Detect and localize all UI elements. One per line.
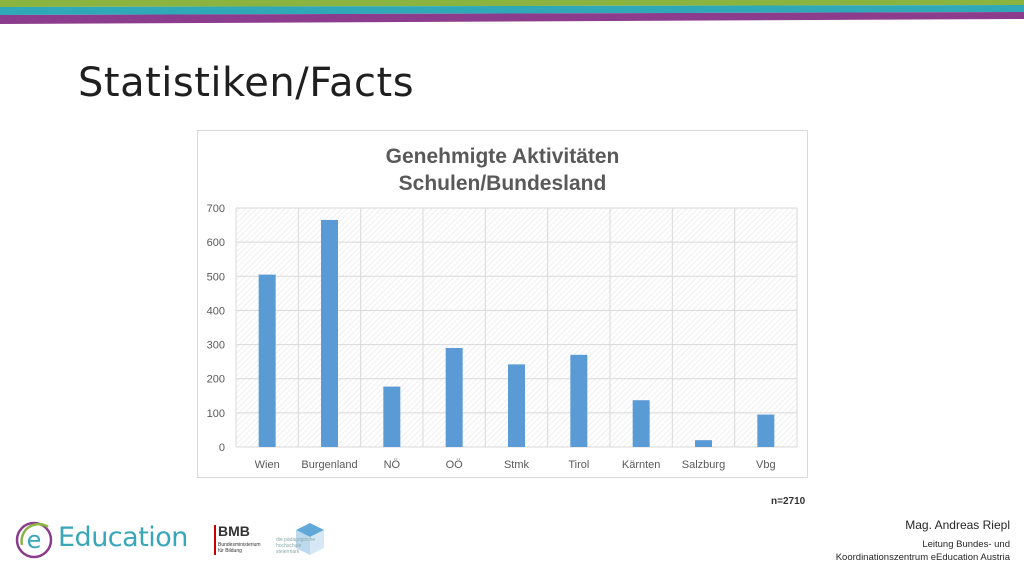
stripe-green xyxy=(0,0,1024,7)
bmb-bar-icon xyxy=(214,525,216,555)
sample-size-note: n=2710 xyxy=(771,496,806,507)
y-tick-label: 400 xyxy=(207,305,225,317)
y-tick-label: 500 xyxy=(207,271,225,283)
chart-title: Genehmigte Aktivitäten Schulen/Bundeslan… xyxy=(198,143,807,197)
y-tick-label: 200 xyxy=(207,374,225,386)
y-tick-label: 300 xyxy=(207,340,225,352)
phst-line2: hochschule xyxy=(276,543,302,549)
author-role-line1: Leitung Bundes- und xyxy=(922,539,1010,550)
eeducation-wordmark: Education xyxy=(58,522,188,553)
bmb-sub-line1: Bundesministerium xyxy=(218,542,261,548)
bar-stmk xyxy=(508,364,525,447)
stripe-teal xyxy=(0,5,1024,15)
author-role-line2: Koordinationszentrum eEducation Austria xyxy=(835,552,1010,563)
y-tick-label: 600 xyxy=(207,237,225,249)
eeducation-logo: e Education xyxy=(14,515,194,565)
bar-tirol xyxy=(570,354,588,447)
phst-text: die pädagogische hochschule steiermark xyxy=(276,537,316,555)
x-tick-label: Stmk xyxy=(504,459,530,471)
eeducation-e-icon: e xyxy=(15,521,53,559)
phst-cube-icon xyxy=(296,523,324,555)
bars xyxy=(258,219,775,447)
chart-frame: Genehmigte Aktivitäten Schulen/Bundeslan… xyxy=(197,130,808,478)
eeducation-letter: e xyxy=(27,526,42,554)
phst-line3: steiermark xyxy=(276,549,300,555)
page-title: Statistiken/Facts xyxy=(78,60,415,106)
bar-oö xyxy=(445,347,463,447)
chart-title-line1: Genehmigte Aktivitäten xyxy=(385,145,620,168)
y-axis-ticks: 0 100 200 300 400 500 600 700 xyxy=(207,203,225,454)
bar-kärnten xyxy=(632,400,650,447)
bar-salzburg xyxy=(695,440,712,447)
author-block: Mag. Andreas Riepl Leitung Bundes- und K… xyxy=(836,518,1010,564)
phst-line1: die pädagogische xyxy=(276,537,316,543)
x-tick-label: Kärnten xyxy=(622,459,661,471)
x-tick-label: Burgenland xyxy=(301,459,357,471)
stripe-purple xyxy=(0,12,1024,24)
x-tick-label: Wien xyxy=(255,459,280,471)
x-tick-label: Tirol xyxy=(568,459,589,471)
bar-wien xyxy=(258,274,276,447)
x-axis-ticks: Wien Burgenland NÖ OÖ Stmk Tirol Kärnten Salzbu… xyxy=(255,459,776,471)
bar-nö xyxy=(383,386,401,447)
y-tick-label: 0 xyxy=(219,442,225,454)
y-tick-label: 100 xyxy=(207,408,225,420)
bmb-logo: BMB Bundesministerium für Bildung xyxy=(214,523,274,563)
bmb-sub-line2: für Bildung xyxy=(218,548,242,554)
y-tick-label: 700 xyxy=(207,203,225,215)
bar-chart: 0 100 200 300 400 500 600 700 Wien Burgenland NÖ O… xyxy=(207,203,798,471)
chart-title-line2: Schulen/Bundesland xyxy=(398,172,607,195)
x-tick-label: Vbg xyxy=(756,459,776,471)
x-tick-label: Salzburg xyxy=(682,459,725,471)
bmb-main-text: BMB xyxy=(218,523,250,539)
author-name: Mag. Andreas Riepl xyxy=(905,518,1010,532)
bar-vbg xyxy=(757,414,775,447)
bar-burgenland xyxy=(321,219,338,447)
x-tick-label: OÖ xyxy=(446,459,464,471)
x-tick-label: NÖ xyxy=(384,459,401,471)
phst-logo: die pädagogische hochschule steiermark xyxy=(274,521,330,561)
header-stripes xyxy=(0,0,1024,24)
